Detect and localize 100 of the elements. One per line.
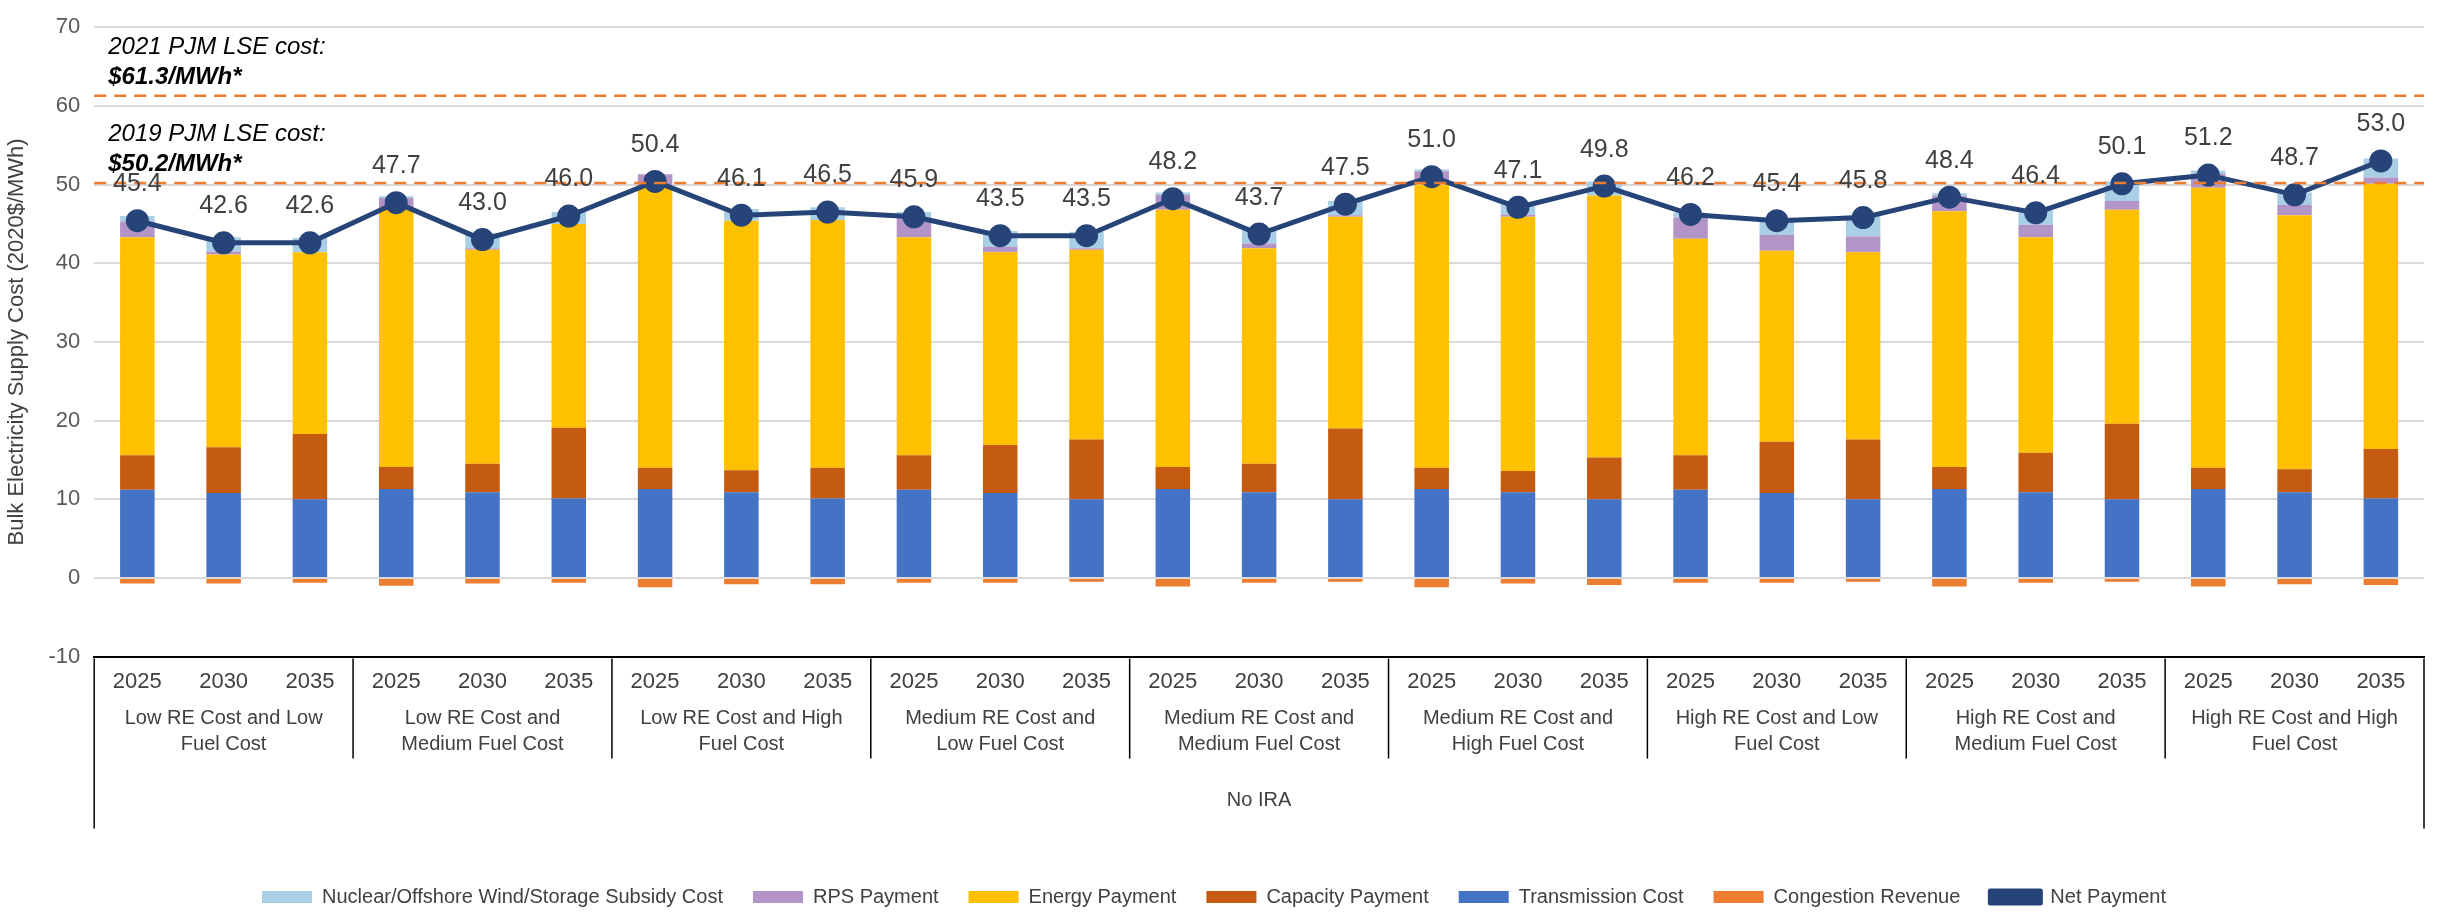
point bbox=[2024, 201, 2048, 225]
bar bbox=[1069, 439, 1104, 500]
bar bbox=[1759, 578, 1795, 583]
bar bbox=[2277, 578, 2312, 585]
bar bbox=[1241, 248, 1277, 464]
data-label: 42.6 bbox=[285, 190, 335, 219]
legend-label: Transmission Cost bbox=[1518, 884, 1685, 907]
bar bbox=[1241, 578, 1277, 583]
bar bbox=[1328, 216, 1363, 429]
bar bbox=[1759, 441, 1795, 493]
bar bbox=[637, 578, 673, 588]
text: Low RE Cost and Low Fuel Cost bbox=[124, 706, 324, 755]
x-tick-label: 2035 bbox=[1838, 667, 1888, 693]
bar bbox=[2363, 498, 2399, 577]
x-tick-label: 2035 bbox=[285, 667, 335, 693]
bar bbox=[2363, 448, 2399, 499]
x-tick-label: 2030 bbox=[2011, 667, 2061, 693]
bar bbox=[2104, 499, 2140, 577]
bar bbox=[1759, 234, 1795, 251]
legend-label: Congestion Revenue bbox=[1773, 884, 1961, 907]
bar bbox=[1069, 249, 1104, 440]
legend-label: RPS Payment bbox=[812, 884, 940, 907]
text: Medium RE Cost and High Fuel Cost bbox=[1422, 706, 1613, 755]
x-tick-label: 2035 bbox=[2097, 667, 2147, 693]
point bbox=[1161, 187, 1185, 211]
bar bbox=[120, 489, 155, 577]
bar bbox=[2277, 215, 2312, 470]
bar bbox=[465, 492, 500, 577]
bar bbox=[637, 489, 673, 577]
bar bbox=[2104, 578, 2140, 582]
bar bbox=[1155, 466, 1191, 490]
x-tick-label: 2025 bbox=[1924, 667, 1974, 693]
bar bbox=[465, 249, 500, 464]
bar bbox=[2018, 578, 2053, 583]
x-tick-label: 2025 bbox=[371, 667, 421, 693]
point bbox=[729, 203, 753, 227]
bar bbox=[378, 578, 414, 586]
bar bbox=[1932, 466, 1967, 490]
data-label: 46.5 bbox=[803, 159, 852, 188]
bar bbox=[1069, 499, 1104, 577]
legend-label: Energy Payment bbox=[1028, 884, 1177, 907]
point bbox=[2369, 149, 2393, 173]
point bbox=[1247, 222, 1271, 246]
bar bbox=[551, 223, 587, 428]
bar bbox=[465, 578, 500, 584]
bar bbox=[1673, 455, 1708, 490]
x-tick-label: 2025 bbox=[630, 667, 680, 693]
bar bbox=[465, 463, 500, 493]
bar bbox=[1414, 489, 1449, 577]
bar bbox=[551, 578, 587, 583]
bar bbox=[2277, 205, 2312, 216]
text: High RE Cost and Low Fuel Cost bbox=[1675, 706, 1879, 755]
x-tick-label: 2030 bbox=[2270, 667, 2320, 693]
bar bbox=[120, 237, 155, 456]
x-tick-label: 2035 bbox=[2356, 667, 2406, 693]
y-tick-label: 20 bbox=[55, 406, 81, 432]
x-tick-label: 2025 bbox=[112, 667, 162, 693]
bar bbox=[1414, 184, 1449, 468]
x-tick-label: 2025 bbox=[1666, 667, 1716, 693]
data-label: 42.6 bbox=[199, 190, 248, 219]
y-tick-label: 70 bbox=[55, 13, 81, 39]
point bbox=[1075, 224, 1099, 248]
bar bbox=[724, 578, 759, 585]
bar bbox=[2191, 489, 2226, 577]
data-label: 48.7 bbox=[2270, 142, 2319, 171]
bar bbox=[378, 466, 414, 490]
point bbox=[902, 205, 926, 229]
text: Medium RE Cost and Low Fuel Cost bbox=[905, 706, 1096, 755]
bar bbox=[2277, 469, 2312, 493]
bar bbox=[292, 252, 328, 434]
y-tick-label: 30 bbox=[55, 327, 81, 353]
y-tick-label: 40 bbox=[55, 249, 81, 275]
x-tick-label: 2030 bbox=[458, 667, 507, 693]
bar bbox=[1328, 578, 1363, 582]
x-tick-label: 2030 bbox=[716, 667, 766, 693]
legend-label: Net Payment bbox=[2050, 884, 2167, 907]
bar bbox=[2277, 492, 2312, 577]
y-tick-label: 10 bbox=[55, 485, 81, 511]
data-label: 53.0 bbox=[2356, 108, 2406, 137]
bar bbox=[2018, 237, 2053, 453]
bar bbox=[1500, 492, 1536, 577]
bar bbox=[982, 578, 1018, 583]
data-label: 43.5 bbox=[1062, 183, 1111, 212]
bar bbox=[810, 578, 845, 585]
point bbox=[2110, 172, 2134, 196]
bar bbox=[982, 444, 1018, 493]
bar bbox=[724, 492, 759, 577]
point bbox=[1765, 209, 1789, 233]
data-label: 47.7 bbox=[371, 150, 421, 179]
y-tick-label: -10 bbox=[48, 642, 81, 668]
bar bbox=[1845, 499, 1881, 577]
bar bbox=[206, 254, 241, 448]
point bbox=[988, 224, 1012, 248]
bar bbox=[2191, 187, 2226, 468]
bar bbox=[1932, 211, 1967, 467]
bar bbox=[2104, 209, 2140, 424]
bar bbox=[292, 578, 328, 583]
x-tick-label: 2030 bbox=[1493, 667, 1543, 693]
bar bbox=[1673, 489, 1708, 577]
bar bbox=[1155, 209, 1191, 467]
